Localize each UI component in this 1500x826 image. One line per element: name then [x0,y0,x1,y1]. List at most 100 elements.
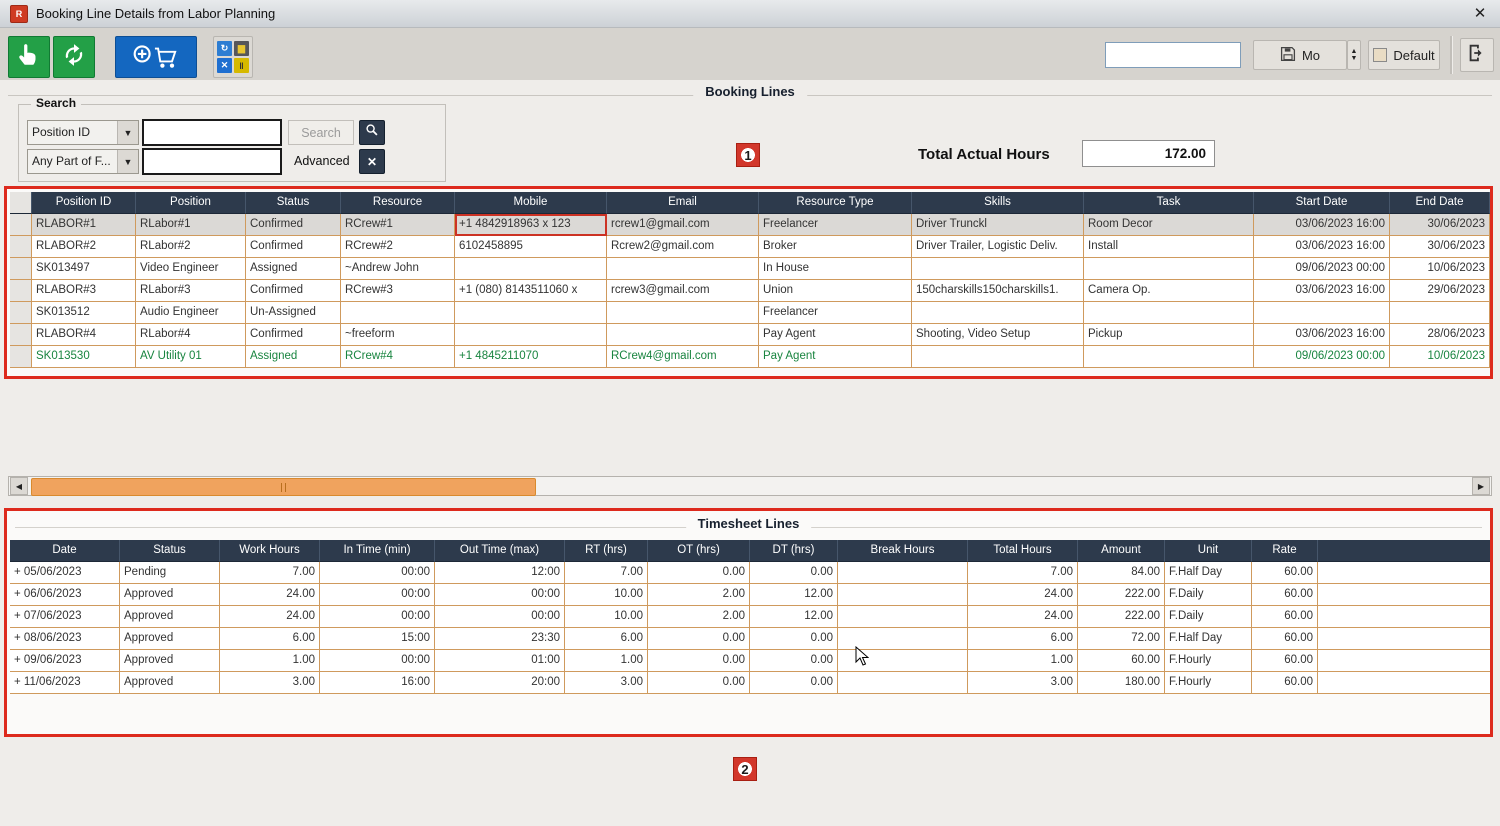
cell-ot[interactable]: 2.00 [648,584,750,606]
cell-pid[interactable]: SK013497 [32,258,136,280]
cell-dt[interactable]: 0.00 [750,672,838,694]
cell-pos[interactable]: Audio Engineer [136,302,246,324]
cell-date[interactable]: + 09/06/2023 [10,650,120,672]
view-dropdown[interactable]: ▼ [1105,42,1279,68]
cell-pid[interactable]: SK013530 [32,346,136,368]
cell-dt[interactable]: 12.00 [750,606,838,628]
row-selector[interactable] [10,280,32,302]
booking-row[interactable]: SK013512 Audio Engineer Un-Assigned Freelan… [10,302,1490,324]
scroll-left-icon[interactable]: ◀ [10,477,28,495]
cell-end[interactable]: 28/06/2023 [1390,324,1490,346]
cell-unit[interactable]: F.Daily [1165,584,1252,606]
search-field1-selector[interactable]: Position ID ▼ [27,120,139,145]
cell-status[interactable]: Approved [120,672,220,694]
cell-email[interactable] [607,302,759,324]
cell-rate[interactable]: 60.00 [1252,650,1318,672]
cell-work[interactable]: 6.00 [220,628,320,650]
cell-pid[interactable]: RLABOR#3 [32,280,136,302]
cell-work[interactable]: 3.00 [220,672,320,694]
cell-rate[interactable]: 60.00 [1252,672,1318,694]
cell-ot[interactable]: 0.00 [648,562,750,584]
cell-task[interactable] [1084,258,1254,280]
cell-rt[interactable]: 6.00 [565,628,648,650]
cell-in_time[interactable]: 00:00 [320,606,435,628]
cell-amount[interactable]: 72.00 [1078,628,1165,650]
cell-date[interactable]: + 11/06/2023 [10,672,120,694]
cell-ot[interactable]: 0.00 [648,628,750,650]
column-header[interactable]: Start Date [1254,192,1390,214]
cell-in_time[interactable]: 16:00 [320,672,435,694]
cell-res[interactable]: RCrew#3 [341,280,455,302]
cell-brk[interactable] [838,672,968,694]
cell-res[interactable]: RCrew#4 [341,346,455,368]
cell-work[interactable]: 1.00 [220,650,320,672]
cell-brk[interactable] [838,562,968,584]
column-header[interactable]: RT (hrs) [565,540,648,562]
cell-pos[interactable]: RLabor#1 [136,214,246,236]
cell-rate[interactable]: 60.00 [1252,584,1318,606]
cell-pid[interactable]: SK013512 [32,302,136,324]
cell-email[interactable]: rcrew1@gmail.com [607,214,759,236]
close-icon[interactable]: ✕ [1473,4,1487,22]
cell-out_time[interactable]: 20:00 [435,672,565,694]
cell-mobile[interactable]: +1 4845211070 [455,346,607,368]
column-header[interactable]: End Date [1390,192,1490,214]
default-layout-button[interactable]: Default [1368,40,1440,70]
cell-end[interactable] [1390,302,1490,324]
exit-button[interactable] [1460,38,1494,72]
cell-mobile[interactable] [455,302,607,324]
cell-unit[interactable]: F.Hourly [1165,650,1252,672]
export-grid-button[interactable]: ↻ ▆ ✕ ‖ [213,36,253,78]
search-input-1[interactable] [142,119,282,146]
row-selector[interactable] [10,258,32,280]
row-selector[interactable] [10,214,32,236]
cell-status[interactable]: Approved [120,628,220,650]
search-button[interactable]: Search [288,120,354,145]
cell-rtype[interactable]: Pay Agent [759,324,912,346]
cell-start[interactable]: 09/06/2023 00:00 [1254,346,1390,368]
cell-email[interactable]: RCrew4@gmail.com [607,346,759,368]
booking-row[interactable]: SK013530 AV Utility 01 Assigned RCrew#4 +1 4… [10,346,1490,368]
search-magnifier-button[interactable] [359,120,385,145]
cell-out_time[interactable]: 12:00 [435,562,565,584]
cell-work[interactable]: 24.00 [220,584,320,606]
cell-pos[interactable]: RLabor#2 [136,236,246,258]
layout-spinner-button[interactable]: ▲ ▼ [1347,40,1361,70]
cell-rtype[interactable]: In House [759,258,912,280]
column-header[interactable]: Break Hours [838,540,968,562]
cell-brk[interactable] [838,584,968,606]
cell-email[interactable]: rcrew3@gmail.com [607,280,759,302]
cell-out_time[interactable]: 00:00 [435,606,565,628]
cell-pid[interactable]: RLABOR#4 [32,324,136,346]
column-header[interactable]: Total Hours [968,540,1078,562]
cell-ot[interactable]: 2.00 [648,606,750,628]
column-header[interactable]: Resource Type [759,192,912,214]
cell-status[interactable]: Approved [120,650,220,672]
column-header[interactable]: Status [246,192,341,214]
cell-res[interactable]: RCrew#1 [341,214,455,236]
cell-pid[interactable]: RLABOR#1 [32,214,136,236]
timesheet-row[interactable]: + 11/06/2023 Approved 3.00 16:00 20:00 3.00 0.… [10,672,1490,694]
cell-rtype[interactable]: Union [759,280,912,302]
column-header[interactable]: Mobile [455,192,607,214]
cell-res[interactable] [341,302,455,324]
booking-grid-hscrollbar[interactable]: ◀ ▶ [8,476,1492,496]
cell-amount[interactable]: 222.00 [1078,606,1165,628]
cell-status[interactable]: Confirmed [246,280,341,302]
cell-amount[interactable]: 60.00 [1078,650,1165,672]
clear-search-button[interactable]: ✕ [359,149,385,174]
cell-task[interactable]: Pickup [1084,324,1254,346]
cell-start[interactable]: 03/06/2023 16:00 [1254,214,1390,236]
row-selector-header[interactable] [10,192,32,214]
cell-end[interactable]: 30/06/2023 [1390,214,1490,236]
cell-dt[interactable]: 12.00 [750,584,838,606]
cell-brk[interactable] [838,628,968,650]
cell-rate[interactable]: 60.00 [1252,628,1318,650]
cell-brk[interactable] [838,650,968,672]
cell-pos[interactable]: Video Engineer [136,258,246,280]
cell-res[interactable]: ~freeform [341,324,455,346]
cell-status[interactable]: Confirmed [246,324,341,346]
cell-dt[interactable]: 0.00 [750,628,838,650]
cell-task[interactable] [1084,302,1254,324]
cell-skills[interactable]: Driver Trailer, Logistic Deliv. [912,236,1084,258]
